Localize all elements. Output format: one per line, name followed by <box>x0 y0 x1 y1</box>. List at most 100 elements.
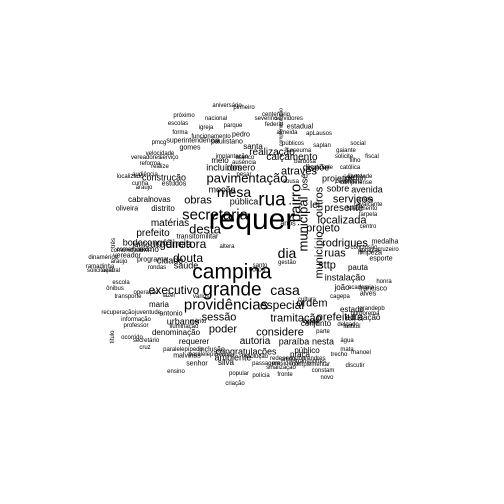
cloud-word: ordem <box>296 297 328 310</box>
cloud-word: novas <box>149 195 171 204</box>
cloud-word: paulistano <box>211 138 243 146</box>
cloud-word: inclusão <box>199 346 225 354</box>
cloud-word: professor <box>123 323 149 329</box>
cloud-word: secretaria <box>182 206 248 224</box>
cloud-word: paralelepípedo <box>163 347 203 353</box>
cloud-word: sttp <box>318 259 336 272</box>
cloud-word: discutir <box>345 363 365 369</box>
cloud-word: presidente <box>271 361 301 367</box>
cloud-word: executivo <box>148 283 200 297</box>
cloud-word: transporte <box>114 294 142 300</box>
cloud-word: militar <box>199 233 219 241</box>
cloud-word: ambiente <box>214 352 252 363</box>
cloud-word: saúde <box>173 260 199 271</box>
cloud-word: aniversário <box>212 103 242 109</box>
cloud-word: novo <box>320 375 334 381</box>
cloud-word: complementar <box>291 362 331 368</box>
cloud-word: requerer <box>178 337 210 346</box>
cloud-word: pesar <box>236 172 252 178</box>
cloud-word: qualidade <box>306 165 334 171</box>
cloud-word: programa <box>137 256 167 264</box>
cloud-word: academia <box>347 285 375 291</box>
cloud-word: constam <box>311 368 335 374</box>
cloud-word: frente <box>302 319 318 325</box>
cloud-word: dinamérica <box>88 255 118 261</box>
cloud-word: secretário <box>132 338 160 344</box>
cloud-word: seseuma <box>286 148 312 154</box>
cloud-word: dispõe <box>302 162 330 173</box>
cloud-word: pmcg <box>151 140 167 146</box>
cloud-word: apoiuso <box>358 248 380 254</box>
cloud-word: próximo <box>173 113 195 119</box>
cloud-word: jardim <box>344 173 366 182</box>
cloud-word: matérias <box>150 218 190 229</box>
cloud-word: iluminação <box>169 324 199 330</box>
cloud-word: água <box>340 338 354 344</box>
cloud-word: exmo <box>139 245 159 254</box>
cloud-word: urgência <box>149 238 193 251</box>
cloud-word: implantação <box>215 154 249 160</box>
cloud-word: reforma <box>139 161 161 167</box>
cloud-word: criação <box>225 381 245 387</box>
cloud-word: instalação <box>324 272 366 283</box>
cloud-word: escola <box>112 280 130 286</box>
cloud-word: educação <box>345 313 381 322</box>
cloud-word: recuperação <box>101 310 135 316</box>
cloud-word: cabral <box>128 195 150 204</box>
cloud-word: centro <box>359 224 377 230</box>
cloud-word: denominação <box>151 328 201 337</box>
cloud-word: obras <box>184 194 212 207</box>
cloud-word: malvinas <box>173 352 201 360</box>
cloud-word: congratulações <box>215 346 277 357</box>
cloud-word: cruzeiro <box>377 247 399 253</box>
cloud-word: públicos <box>281 141 305 147</box>
cloud-word: alves <box>359 290 377 298</box>
cloud-word: católica <box>339 165 361 171</box>
cloud-word: igreja <box>198 125 214 131</box>
cloud-word: manoel <box>351 350 371 356</box>
cloud-word: solicitação <box>86 268 116 274</box>
cloud-word: pavimentação <box>206 170 288 186</box>
cloud-word: passagem <box>252 361 280 367</box>
cloud-word: tramitação <box>270 312 322 325</box>
cloud-word: calçamento <box>266 152 318 163</box>
cloud-word: informação <box>121 317 151 323</box>
cloud-word: junto <box>132 240 150 249</box>
cloud-word: romero <box>226 162 256 173</box>
cloud-word: desta <box>189 221 221 237</box>
cloud-word: parque <box>223 123 243 129</box>
cloud-word: comunidade <box>110 248 144 254</box>
cloud-word: rua <box>258 189 286 211</box>
cloud-word: secopbprendres <box>282 356 326 362</box>
cloud-word: gaiante <box>336 148 356 154</box>
cloud-word: urbanos <box>166 316 200 327</box>
cloud-word: serviço <box>159 155 179 161</box>
cloud-word: público <box>294 346 320 355</box>
cloud-word: pauta <box>347 263 369 272</box>
cloud-word: ausência <box>231 160 257 166</box>
cloud-word: ensino <box>167 369 185 375</box>
cloud-word: comemorado <box>116 247 152 253</box>
cloud-word: escolas <box>167 121 189 127</box>
cloud-word: instituí <box>343 324 361 330</box>
cloud-word: paraíba <box>278 336 310 347</box>
cloud-word: autoria <box>239 336 271 347</box>
cloud-word: honra <box>376 279 392 285</box>
cloud-word: casa <box>270 282 300 298</box>
cloud-word: rondas <box>147 265 167 271</box>
cloud-word: douta <box>172 251 204 265</box>
cloud-word: social <box>350 141 366 147</box>
cloud-word: cavalcanti <box>335 179 363 185</box>
cloud-word: transito <box>176 233 200 241</box>
cloud-word: almeida <box>276 130 298 136</box>
cloud-word: cultura <box>297 297 317 303</box>
cloud-word: ruas <box>324 247 346 260</box>
cloud-word: gestão <box>277 260 297 266</box>
cloud-word: ramadinha <box>85 264 115 270</box>
cloud-word: transportes <box>295 359 327 365</box>
cloud-word: operação <box>133 290 159 296</box>
cloud-word: praça <box>289 350 311 359</box>
cloud-word: estudos <box>161 180 187 188</box>
cloud-word: distrito <box>151 204 175 213</box>
